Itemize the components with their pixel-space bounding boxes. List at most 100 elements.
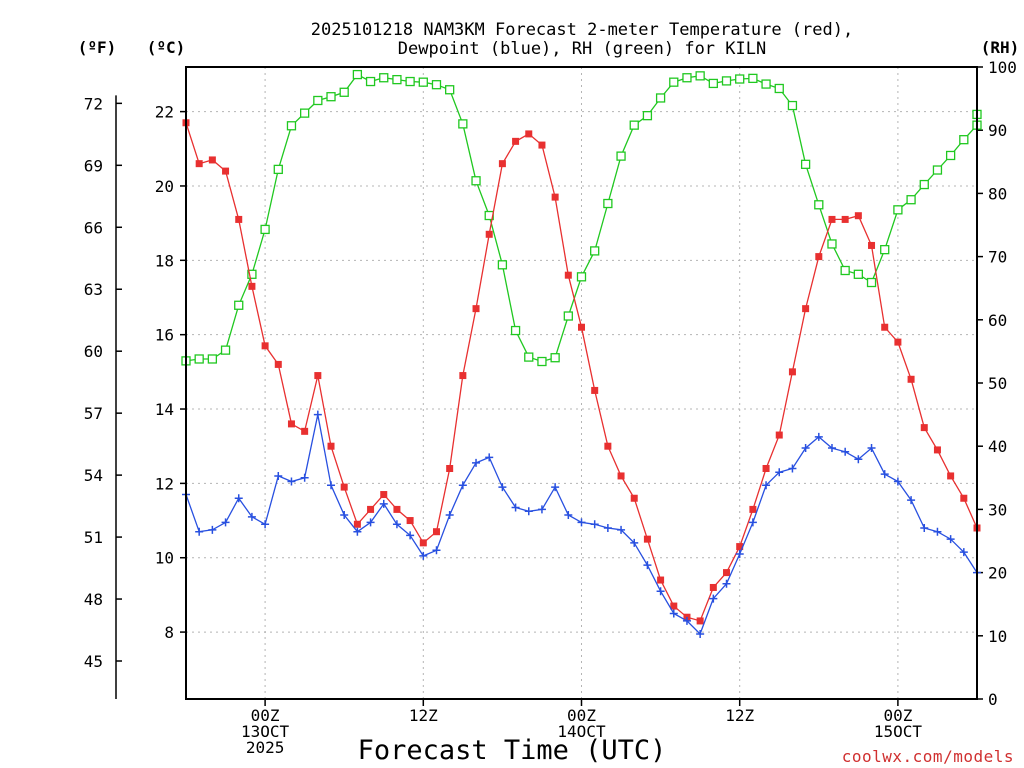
data-point xyxy=(274,360,282,368)
plot-frame xyxy=(185,66,978,700)
data-point xyxy=(406,531,415,540)
celsius-tick-label: 14 xyxy=(155,400,174,419)
rh-tick-label: 30 xyxy=(988,500,1007,519)
data-point xyxy=(418,77,428,87)
data-point xyxy=(299,108,310,118)
data-point xyxy=(537,356,547,367)
data-point xyxy=(471,176,481,186)
data-point xyxy=(300,473,309,482)
data-point xyxy=(880,244,890,255)
data-point xyxy=(721,76,732,86)
data-point xyxy=(405,76,415,87)
data-point xyxy=(748,518,757,527)
rh-tick-label: 20 xyxy=(988,564,1007,583)
data-point xyxy=(578,323,585,331)
celsius-axis: 8 10 12 14 16 18 20 22 xyxy=(155,103,186,642)
data-point xyxy=(590,246,600,256)
data-point xyxy=(393,505,401,513)
data-point xyxy=(723,569,731,577)
data-point xyxy=(327,481,336,490)
data-point xyxy=(524,507,533,516)
data-point xyxy=(920,523,929,532)
celsius-tick-label: 20 xyxy=(155,177,174,196)
data-point xyxy=(247,269,257,279)
data-point xyxy=(340,483,348,491)
data-point xyxy=(695,71,705,81)
data-point xyxy=(735,550,744,559)
data-point xyxy=(550,353,560,363)
data-point xyxy=(841,215,849,223)
data-point xyxy=(353,527,362,536)
data-point xyxy=(854,212,862,220)
data-point xyxy=(326,92,336,102)
data-point xyxy=(564,271,572,279)
data-point xyxy=(630,494,638,502)
grid-lines xyxy=(186,67,977,699)
time-tick-label: 13OCT xyxy=(241,722,290,741)
time-tick-label: 00Z xyxy=(567,706,596,725)
data-point xyxy=(775,468,784,477)
data-point xyxy=(406,517,414,525)
data-point xyxy=(814,200,824,210)
time-tick-label: 15OCT xyxy=(874,722,923,741)
data-point xyxy=(827,444,836,453)
data-point xyxy=(603,523,612,532)
data-point xyxy=(274,471,283,480)
data-point xyxy=(445,85,455,95)
data-point xyxy=(446,465,454,473)
data-point xyxy=(906,195,916,205)
data-point xyxy=(459,372,467,380)
data-point xyxy=(682,73,692,83)
celsius-tick-label: 22 xyxy=(155,103,174,122)
chart-title-line-2: Dewpoint (blue), RH (green) for KILN xyxy=(398,39,766,59)
data-point xyxy=(367,505,375,513)
data-point xyxy=(564,510,573,519)
data-point xyxy=(511,503,520,512)
data-point xyxy=(419,539,427,547)
data-point xyxy=(537,505,546,514)
data-point xyxy=(366,518,375,527)
data-point xyxy=(392,74,402,85)
data-point xyxy=(894,338,902,346)
data-point xyxy=(854,455,863,464)
data-point xyxy=(472,305,480,313)
data-point xyxy=(590,520,599,529)
data-point xyxy=(551,483,560,492)
data-point xyxy=(828,215,836,223)
data-point xyxy=(696,629,705,638)
data-point xyxy=(551,193,559,201)
data-point xyxy=(207,354,218,364)
celsius-tick-label: 16 xyxy=(155,326,174,345)
data-point xyxy=(655,93,666,103)
data-point xyxy=(762,481,771,490)
data-point xyxy=(563,311,573,321)
data-point xyxy=(392,520,401,529)
fahrenheit-tick-label: 48 xyxy=(84,590,103,609)
data-point xyxy=(604,442,612,450)
data-point xyxy=(787,100,798,111)
data-point xyxy=(933,446,941,454)
data-point xyxy=(301,427,309,435)
data-point xyxy=(260,224,270,235)
data-point xyxy=(380,491,388,499)
data-point xyxy=(907,375,915,383)
data-point xyxy=(960,494,968,502)
data-point xyxy=(498,483,507,492)
data-point xyxy=(629,120,639,130)
time-tick-label: 00Z xyxy=(883,706,912,725)
data-point xyxy=(802,305,810,313)
data-point xyxy=(525,130,533,138)
fahrenheit-tick-label: 60 xyxy=(84,342,103,361)
data-point xyxy=(669,77,679,87)
rh-tick-label: 10 xyxy=(988,627,1007,646)
data-point xyxy=(670,602,678,610)
data-point xyxy=(920,424,928,432)
data-point xyxy=(353,520,361,528)
data-point xyxy=(591,386,599,394)
data-point xyxy=(945,150,956,161)
axis-unit-fahrenheit: (ºF) xyxy=(78,38,117,57)
data-point xyxy=(339,87,349,97)
data-point xyxy=(617,472,625,480)
data-point xyxy=(195,160,203,168)
data-point xyxy=(775,431,783,439)
